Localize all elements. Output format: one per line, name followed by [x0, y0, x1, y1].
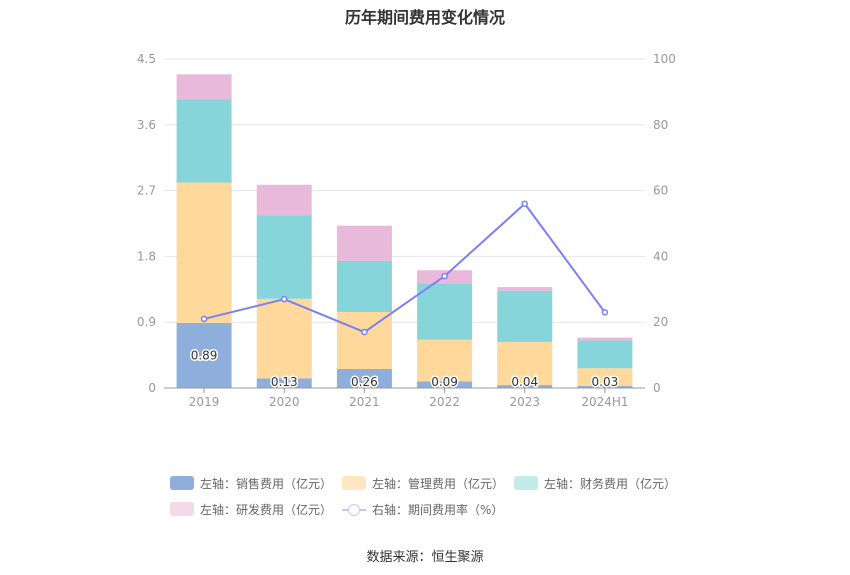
- legend-label-rnd: 左轴：研发费用（亿元）: [200, 502, 333, 517]
- legend-swatch-sales: [170, 476, 194, 490]
- ratio-line: [203, 202, 606, 334]
- bar-segment: [577, 368, 633, 386]
- bar-segment: [417, 283, 473, 340]
- bar-segment: [336, 225, 392, 261]
- legend-item-admin[interactable]: 左轴：管理费用（亿元）: [342, 475, 514, 492]
- ratio-point: [200, 315, 208, 323]
- ratio-point: [521, 200, 528, 208]
- bar-segment: [577, 385, 633, 388]
- bar-segment: [577, 340, 633, 369]
- ratio-point: [441, 272, 448, 280]
- data-label: 0.89: [191, 348, 218, 362]
- ratio-point: [281, 295, 288, 303]
- legend-item-ratio[interactable]: 右轴：期间费用率（%）: [342, 501, 514, 518]
- data-label: 0.04: [511, 375, 538, 389]
- left-axis-tick-label: 2.7: [137, 184, 156, 198]
- chart-legend: 左轴：销售费用（亿元） 左轴：管理费用（亿元） 左轴：财务费用（亿元） 左轴：研…: [170, 470, 690, 522]
- data-source: 数据来源：恒生聚源: [366, 550, 484, 565]
- bar-segment: [256, 378, 312, 388]
- right-axis-tick-label: 100: [653, 52, 676, 66]
- x-axis-tick-label: 2024H1: [581, 395, 628, 409]
- bar-segment: [256, 215, 312, 299]
- bar-segment: [497, 341, 553, 386]
- bar-segment: [497, 290, 553, 342]
- bar-segment: [336, 368, 392, 388]
- x-axis-tick-label: 2019: [189, 395, 220, 409]
- x-axis-tick-label: 2021: [349, 395, 380, 409]
- right-axis-tick-label: 60: [653, 184, 668, 198]
- bar-segment: [497, 385, 553, 388]
- legend-item-rnd[interactable]: 左轴：研发费用（亿元）: [170, 501, 342, 518]
- bar-segment: [336, 311, 392, 369]
- legend-label-finance: 左轴：财务费用（亿元）: [544, 476, 677, 491]
- bar-segment: [417, 381, 473, 388]
- x-axis-tick-label: 2022: [429, 395, 460, 409]
- left-axis-tick-label: 4.5: [137, 52, 156, 66]
- expense-chart: 0 0.9 1.8 2.7 3.6 4.5 0 20 40 60 80 100 2019 2020 2021…: [137, 52, 676, 409]
- legend-swatch-admin: [342, 476, 366, 490]
- bar-segment: [176, 322, 232, 388]
- bar-segment: [256, 184, 312, 216]
- x-axis-tick-label: 2023: [509, 395, 540, 409]
- legend-label-admin: 左轴：管理费用（亿元）: [372, 476, 505, 491]
- ratio-point: [361, 328, 368, 336]
- right-axis-tick-label: 0: [653, 381, 661, 395]
- left-axis-tick-label: 1.8: [137, 249, 156, 263]
- legend-swatch-ratio: [342, 502, 366, 516]
- left-axis-tick-label: 3.6: [137, 118, 156, 132]
- bar-segment: [176, 99, 232, 183]
- legend-label-ratio: 右轴：期间费用率（%）: [372, 502, 504, 517]
- bar-segment: [336, 260, 392, 312]
- legend-swatch-finance: [514, 476, 538, 490]
- legend-swatch-rnd: [170, 502, 194, 516]
- data-label: 0.13: [271, 375, 298, 389]
- bar-segment: [417, 339, 473, 382]
- x-axis-tick-label: 2020: [269, 395, 300, 409]
- data-label: 0.03: [592, 375, 619, 389]
- bar-segment: [176, 182, 232, 323]
- chart-title: 历年期间费用变化情况: [344, 8, 505, 27]
- data-label: 0.09: [431, 375, 458, 389]
- legend-item-sales[interactable]: 左轴：销售费用（亿元）: [170, 475, 342, 492]
- legend-item-finance[interactable]: 左轴：财务费用（亿元）: [514, 475, 686, 492]
- bar-segment: [497, 287, 553, 291]
- right-axis-tick-label: 40: [653, 249, 668, 263]
- right-axis-tick-label: 20: [653, 315, 668, 329]
- legend-label-sales: 左轴：销售费用（亿元）: [200, 476, 333, 491]
- bar-segment: [577, 337, 633, 341]
- left-axis-tick-label: 0.9: [137, 315, 156, 329]
- left-axis-tick-label: 0: [148, 381, 156, 395]
- right-axis-tick-label: 80: [653, 118, 668, 132]
- bar-segment: [256, 298, 312, 379]
- bar-segment: [176, 74, 232, 100]
- data-label: 0.26: [351, 375, 378, 389]
- ratio-point: [601, 309, 609, 316]
